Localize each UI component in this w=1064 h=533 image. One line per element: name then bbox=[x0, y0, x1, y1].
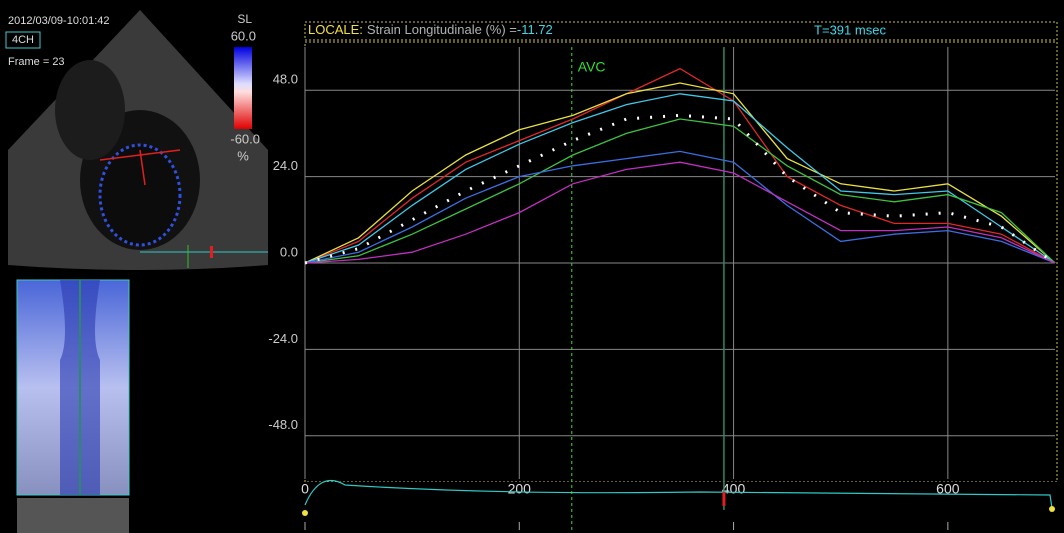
ecg-marker bbox=[302, 510, 308, 516]
color-scale bbox=[234, 47, 252, 129]
app-window: 2012/03/09-10:01:42 4CH Frame = 23 SL 60… bbox=[0, 0, 1064, 533]
view-label: 4CH bbox=[12, 34, 34, 46]
scale-label: SL bbox=[237, 12, 252, 26]
mmode-thumb bbox=[17, 498, 129, 533]
time-label: T=391 msec bbox=[814, 22, 886, 37]
ecg-marker bbox=[1049, 506, 1055, 512]
x-tick-label: 0 bbox=[301, 481, 309, 497]
title-prefix: LOCALE: bbox=[308, 22, 363, 37]
y-tick-label: 24.0 bbox=[273, 158, 298, 173]
timestamp: 2012/03/09-10:01:42 bbox=[8, 15, 110, 27]
chart-title: Strain Longitudinale (%) = bbox=[367, 22, 517, 37]
title-value: -11.72 bbox=[517, 22, 553, 37]
x-tick-label: 200 bbox=[508, 481, 532, 497]
scale-unit: % bbox=[237, 148, 249, 163]
y-tick-label: 48.0 bbox=[273, 72, 298, 87]
cursor-marker bbox=[722, 492, 725, 506]
scale-min: -60.0 bbox=[230, 131, 260, 146]
annotation-label: AVC bbox=[578, 59, 606, 75]
frame-label: Frame = 23 bbox=[8, 56, 65, 68]
scale-max: 60.0 bbox=[231, 28, 256, 43]
y-tick-label: -48.0 bbox=[268, 417, 298, 432]
y-tick-label: -24.0 bbox=[268, 331, 298, 346]
chart-header: LOCALE: Strain Longitudinale (%) =-11.72 bbox=[308, 22, 553, 37]
y-tick-label: 0.0 bbox=[280, 244, 298, 259]
